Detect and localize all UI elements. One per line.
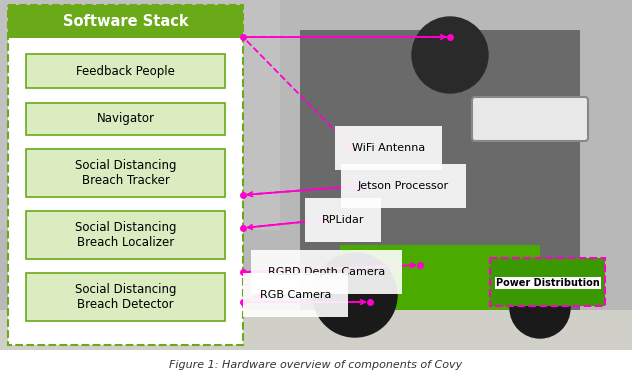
FancyBboxPatch shape bbox=[340, 245, 540, 310]
FancyBboxPatch shape bbox=[26, 211, 225, 259]
FancyBboxPatch shape bbox=[26, 102, 225, 134]
Text: Figure 1: Hardware overview of components of Covy: Figure 1: Hardware overview of component… bbox=[169, 360, 463, 370]
Circle shape bbox=[313, 253, 397, 337]
Text: Social Distancing
Breach Tracker: Social Distancing Breach Tracker bbox=[75, 159, 176, 187]
FancyBboxPatch shape bbox=[0, 0, 280, 230]
Text: RGBD Depth Camera: RGBD Depth Camera bbox=[268, 267, 386, 277]
FancyBboxPatch shape bbox=[0, 0, 632, 350]
Text: RGB Camera: RGB Camera bbox=[260, 290, 331, 300]
Text: RPLidar: RPLidar bbox=[322, 215, 365, 225]
FancyBboxPatch shape bbox=[8, 5, 243, 38]
Text: Software Stack: Software Stack bbox=[63, 14, 188, 29]
Text: Feedback People: Feedback People bbox=[76, 65, 175, 78]
FancyBboxPatch shape bbox=[472, 97, 588, 141]
FancyBboxPatch shape bbox=[26, 54, 225, 88]
Text: Jetson Processor: Jetson Processor bbox=[358, 181, 449, 191]
FancyBboxPatch shape bbox=[490, 258, 605, 306]
FancyBboxPatch shape bbox=[0, 310, 632, 350]
Text: Social Distancing
Breach Detector: Social Distancing Breach Detector bbox=[75, 283, 176, 311]
Text: Social Distancing
Breach Localizer: Social Distancing Breach Localizer bbox=[75, 221, 176, 249]
Circle shape bbox=[412, 17, 488, 93]
Text: Navigator: Navigator bbox=[97, 112, 154, 125]
Text: Power Distribution: Power Distribution bbox=[496, 278, 600, 288]
FancyBboxPatch shape bbox=[26, 273, 225, 321]
FancyBboxPatch shape bbox=[300, 30, 580, 320]
FancyBboxPatch shape bbox=[26, 149, 225, 197]
FancyBboxPatch shape bbox=[0, 350, 632, 382]
Text: WiFi Antenna: WiFi Antenna bbox=[352, 143, 425, 153]
Circle shape bbox=[510, 278, 570, 338]
FancyBboxPatch shape bbox=[8, 5, 243, 345]
